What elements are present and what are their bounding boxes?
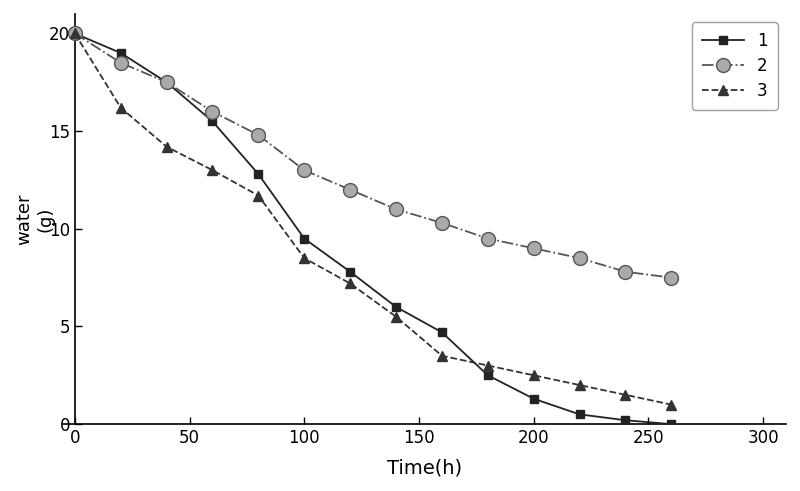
Y-axis label: water
(g): water (g) xyxy=(15,193,54,245)
1 xyxy=(483,372,493,378)
3 xyxy=(621,392,630,398)
1 xyxy=(666,421,676,427)
1 xyxy=(116,50,126,56)
2 xyxy=(254,132,263,138)
1 xyxy=(346,269,355,274)
2 xyxy=(575,255,585,261)
1 xyxy=(575,411,585,417)
3 xyxy=(116,105,126,110)
1 xyxy=(254,171,263,177)
2 xyxy=(346,187,355,192)
3 xyxy=(391,314,401,320)
3 xyxy=(529,372,538,378)
1 xyxy=(299,236,309,242)
3 xyxy=(666,402,676,408)
2 xyxy=(621,269,630,274)
X-axis label: Time(h): Time(h) xyxy=(387,458,462,477)
2 xyxy=(437,220,446,226)
3 xyxy=(208,167,218,173)
1 xyxy=(621,417,630,423)
1 xyxy=(70,30,79,36)
1 xyxy=(391,304,401,310)
Line: 1: 1 xyxy=(70,29,675,428)
3 xyxy=(162,144,171,150)
2 xyxy=(162,80,171,85)
3 xyxy=(483,362,493,368)
1 xyxy=(529,396,538,402)
1 xyxy=(208,118,218,124)
1 xyxy=(162,80,171,85)
3 xyxy=(299,255,309,261)
2 xyxy=(116,60,126,66)
2 xyxy=(529,246,538,251)
3 xyxy=(346,280,355,286)
3 xyxy=(70,30,79,36)
Line: 3: 3 xyxy=(70,28,676,409)
2 xyxy=(666,274,676,280)
3 xyxy=(575,382,585,388)
Line: 2: 2 xyxy=(68,27,678,285)
2 xyxy=(299,167,309,173)
3 xyxy=(437,353,446,359)
1 xyxy=(437,329,446,335)
2 xyxy=(208,109,218,114)
Legend: 1, 2, 3: 1, 2, 3 xyxy=(692,22,778,109)
2 xyxy=(70,30,79,36)
2 xyxy=(391,206,401,212)
3 xyxy=(254,192,263,198)
2 xyxy=(483,236,493,242)
